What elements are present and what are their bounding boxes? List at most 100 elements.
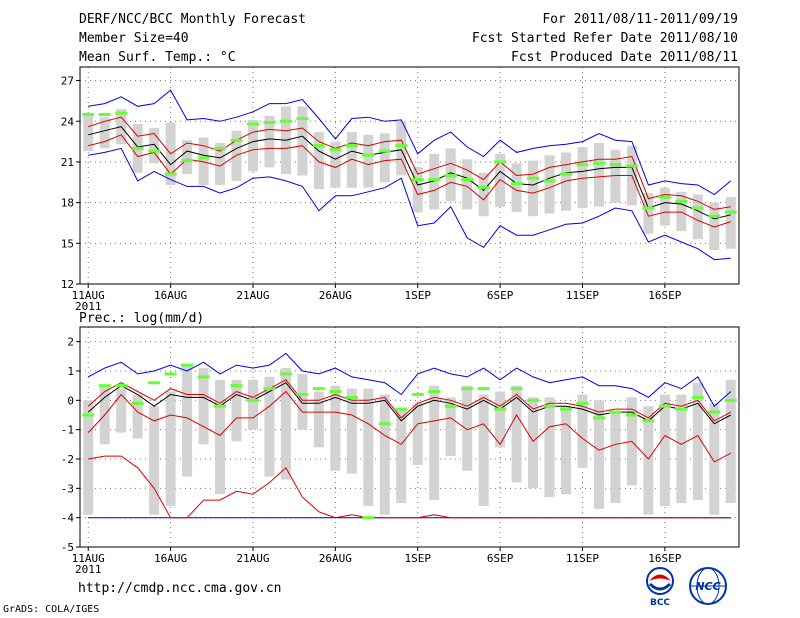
precipitation-median-7 [181, 363, 194, 367]
temperature-median-29 [543, 179, 556, 183]
temperature-median-34 [625, 164, 638, 168]
temperature-box-32 [593, 142, 604, 207]
temperature-xtick-label-1: 16AUG [154, 289, 187, 302]
precipitation-box-5 [149, 406, 160, 515]
temperature-median-3 [115, 111, 128, 115]
temperature-box-40 [725, 197, 736, 249]
precipitation-frame [79, 326, 740, 548]
precipitation-box-26 [495, 391, 506, 448]
precipitation-box-13 [280, 368, 291, 480]
temperature-box-2 [99, 117, 110, 149]
precipitation-median-38 [691, 395, 704, 399]
temperature-std-upper-line [88, 116, 731, 210]
temperature-box-15 [313, 132, 324, 190]
temperature-median-13 [279, 119, 292, 123]
temperature-box-10 [231, 130, 242, 181]
temperature-median-12 [263, 121, 276, 125]
temperature-median-27 [510, 182, 523, 186]
temperature-median-39 [708, 214, 721, 218]
precipitation-xtick-label-2: 21AUG [236, 552, 269, 565]
precipitation-median-11 [246, 398, 259, 402]
grads-credit: GrADS: COLA/IGES [3, 604, 100, 615]
precipitation-box-15 [313, 391, 324, 448]
precipitation-std-upper-line [87, 379, 732, 422]
precipitation-box-20 [396, 409, 407, 503]
precipitation-extreme-low-line [88, 455, 731, 519]
precipitation-box-28 [528, 397, 539, 489]
precipitation-median-21 [411, 392, 424, 396]
temperature-median-38 [691, 206, 704, 210]
temperature-xtick-sublabel-0: 2011 [75, 300, 102, 313]
temperature-median-1 [82, 112, 95, 116]
precipitation-max-line [87, 352, 732, 407]
precipitation-median-15 [312, 387, 325, 391]
temperature-box-31 [577, 147, 588, 209]
temperature-median-17 [345, 144, 358, 148]
temperature-box-5 [149, 128, 160, 164]
temperature-median-36 [658, 195, 671, 199]
bcc-logo: BCC [646, 567, 674, 606]
precipitation-box-7 [182, 365, 193, 477]
precipitation-label: Prec.: log(mm/d) [79, 311, 204, 326]
precipitation-box-11 [247, 379, 258, 430]
precipitation-median-25 [477, 387, 490, 391]
temperature-box-35 [643, 193, 654, 234]
precipitation-box-37 [676, 394, 687, 503]
temperature-median-4 [131, 146, 144, 150]
temperature-median-30 [560, 172, 573, 176]
temperature-median-6 [164, 172, 177, 176]
precipitation-xtick-label-6: 11SEP [566, 552, 599, 565]
precipitation-median-6 [164, 372, 177, 376]
precipitation-median-2 [98, 384, 111, 388]
precipitation-box-23 [445, 397, 456, 457]
precipitation-median-39 [708, 410, 721, 414]
precipitation-box-19 [379, 394, 390, 515]
temperature-median-10 [230, 138, 243, 142]
chart-title: DERF/NCC/BCC Monthly Forecast [79, 12, 306, 27]
temperature-box-22 [429, 153, 440, 210]
temperature-ytick-label-0: 12 [61, 278, 74, 291]
temperature-xtick-label-7: 16SEP [648, 289, 681, 302]
precipitation-median-29 [543, 404, 556, 408]
temperature-ytick-label-5: 27 [61, 75, 74, 88]
precipitation-median-24 [461, 387, 474, 391]
precipitation-median-28 [527, 398, 540, 402]
precipitation-box-36 [659, 394, 670, 506]
temperature-median-28 [527, 176, 540, 180]
temperature-median-11 [246, 122, 259, 126]
precipitation-median-34 [625, 413, 638, 417]
temperature-xtick-label-0: 11AUG [72, 289, 105, 302]
precipitation-box-40 [725, 379, 736, 503]
precipitation-median-3 [115, 384, 128, 388]
temperature-median-32 [592, 161, 605, 165]
temperature-median-37 [675, 199, 688, 203]
precipitation-median-9 [214, 404, 227, 408]
precipitation-box-39 [709, 403, 720, 515]
precipitation-median-33 [609, 410, 622, 414]
temperature-ytick-label-2: 18 [61, 197, 74, 210]
precipitation-xtick-label-0: 11AUG [72, 552, 105, 565]
precipitation-xtick-label-3: 26AUG [319, 552, 352, 565]
precipitation-box-30 [561, 406, 572, 495]
temperature-median-31 [576, 163, 589, 167]
temperature-box-37 [676, 191, 687, 232]
precipitation-median-26 [494, 407, 507, 411]
precipitation-median-35 [642, 419, 655, 423]
precipitation-xtick-label-4: 1SEP [404, 552, 431, 565]
precipitation-box-17 [346, 388, 357, 474]
precipitation-median-10 [230, 384, 243, 388]
precipitation-box-25 [478, 394, 489, 506]
temperature-xtick-label-5: 6SEP [487, 289, 514, 302]
website-url[interactable]: http://cmdp.ncc.cma.gov.cn [78, 581, 282, 596]
precipitation-median-12 [263, 387, 276, 391]
precipitation-mean-line [87, 382, 732, 425]
precipitation-box-14 [297, 373, 308, 430]
precipitation-median-4 [131, 401, 144, 405]
temperature-median-20 [395, 144, 408, 148]
precipitation-box-31 [577, 394, 588, 468]
temperature-median-24 [461, 178, 474, 182]
precipitation-median-31 [576, 401, 589, 405]
precipitation-box-21 [412, 403, 423, 465]
precipitation-ytick-label-6: 1 [67, 365, 74, 378]
